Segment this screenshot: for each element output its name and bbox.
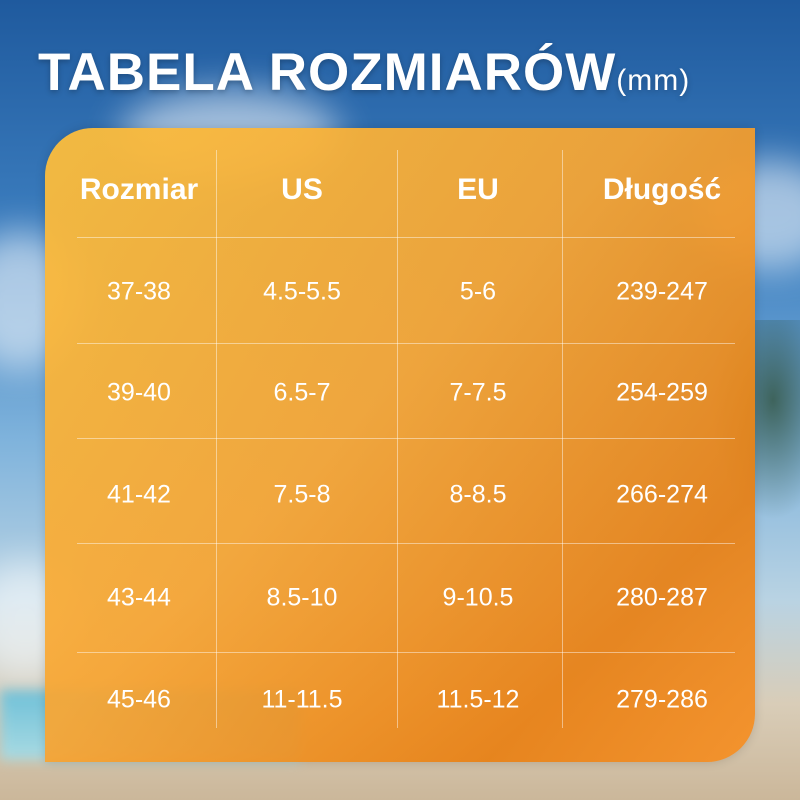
row-divider xyxy=(77,652,735,653)
table-cell: 7.5-8 xyxy=(273,480,331,509)
table-cell: 7-7.5 xyxy=(449,378,507,407)
column-header: Rozmiar xyxy=(79,173,199,206)
table-cell: 6.5-7 xyxy=(273,378,331,407)
column-divider xyxy=(397,150,398,728)
table-cell: 266-274 xyxy=(616,480,708,509)
title-main: TABELA ROZMIARÓW xyxy=(38,43,617,102)
row-divider xyxy=(77,438,735,439)
column-divider xyxy=(216,150,217,728)
row-divider xyxy=(77,343,735,344)
table-cell: 41-42 xyxy=(107,480,171,509)
title-unit: (mm) xyxy=(616,64,691,97)
page-title: TABELA ROZMIARÓW(mm) xyxy=(38,42,690,103)
table-cell: 8.5-10 xyxy=(266,583,338,612)
table-cell: 4.5-5.5 xyxy=(263,277,341,306)
table-cell: 254-259 xyxy=(616,378,708,407)
row-divider xyxy=(77,237,735,238)
table-cell: 37-38 xyxy=(107,277,171,306)
column-header: US xyxy=(281,173,323,206)
table-cell: 11.5-12 xyxy=(436,685,520,714)
column-header: EU xyxy=(457,173,499,206)
size-table-panel xyxy=(45,128,755,762)
table-cell: 45-46 xyxy=(107,685,171,714)
table-cell: 9-10.5 xyxy=(442,583,514,612)
table-cell: 280-287 xyxy=(616,583,708,612)
table-cell: 279-286 xyxy=(616,685,708,714)
column-divider xyxy=(562,150,563,728)
table-cell: 8-8.5 xyxy=(449,480,507,509)
table-cell: 239-247 xyxy=(616,277,708,306)
row-divider xyxy=(77,543,735,544)
column-header: Długość xyxy=(602,173,722,206)
table-cell: 11-11.5 xyxy=(261,685,343,714)
table-cell: 39-40 xyxy=(107,378,171,407)
table-cell: 5-6 xyxy=(459,277,497,306)
table-cell: 43-44 xyxy=(107,583,171,612)
